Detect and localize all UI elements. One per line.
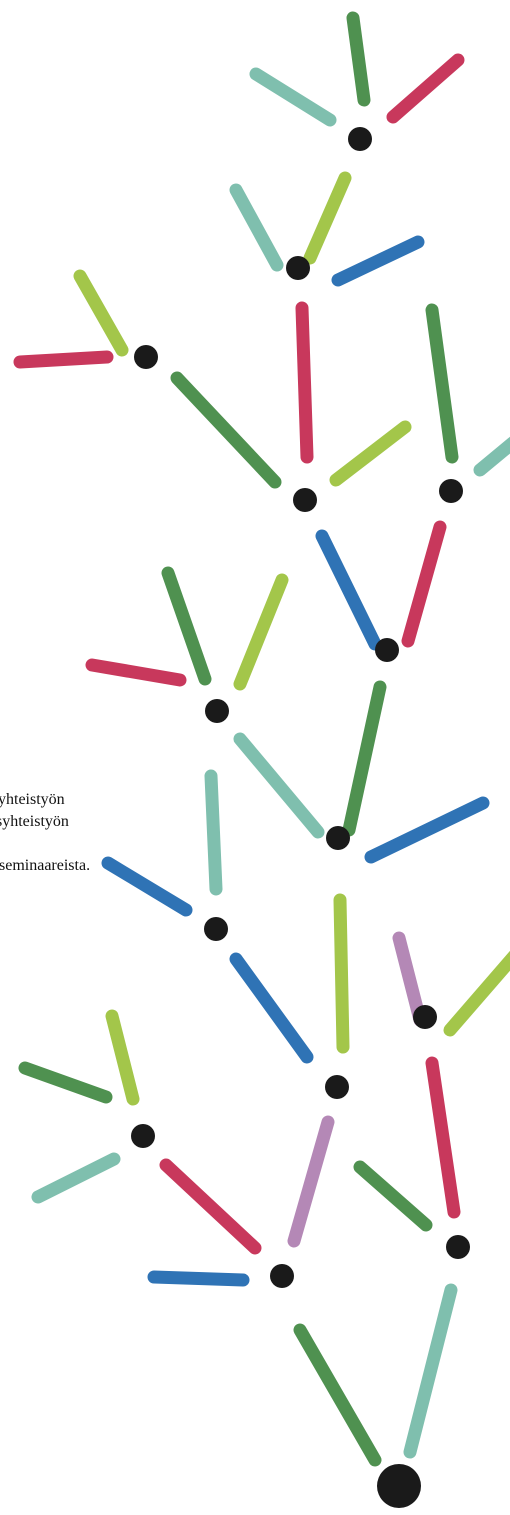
network-graphic <box>0 0 510 1515</box>
text-line: syhteistyön <box>0 812 69 832</box>
text-line: seminaareista. <box>0 856 90 876</box>
text-line: yhteistyön <box>0 790 65 810</box>
page: yhteistyön syhteistyön seminaareista. ((… <box>0 0 510 1515</box>
